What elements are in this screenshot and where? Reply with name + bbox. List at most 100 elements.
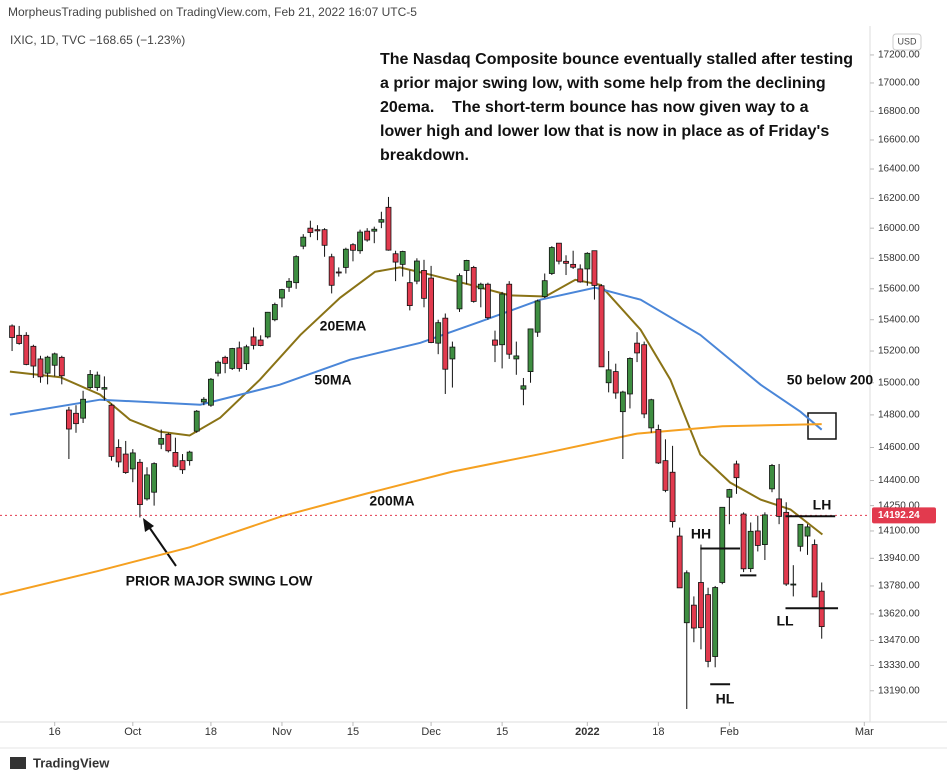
candle-body	[591, 250, 598, 286]
candle-body	[662, 460, 669, 491]
candle-body	[137, 461, 143, 506]
candle-body	[577, 268, 584, 283]
candle-body	[754, 530, 761, 546]
candle-body	[321, 229, 328, 246]
x-tick-label: Dec	[421, 726, 441, 738]
candle-body	[87, 374, 94, 388]
candle-body	[94, 374, 101, 388]
price-tag-label: 14192.24	[878, 510, 920, 521]
candle-body	[371, 228, 378, 232]
candle-body	[747, 530, 754, 570]
y-tick-label: 13470.00	[878, 635, 920, 646]
candle-body	[215, 361, 221, 374]
candle-body	[435, 322, 442, 344]
candle-body	[222, 356, 229, 364]
candle-body	[16, 334, 23, 344]
candle-body	[73, 412, 79, 425]
candle-body	[811, 544, 818, 598]
candle-body	[740, 513, 747, 570]
y-tick-label: 14600.00	[878, 442, 920, 453]
x-tick-label: Nov	[272, 726, 292, 738]
candle-body	[463, 260, 470, 271]
candle-body	[648, 399, 655, 429]
commentary-line: The Nasdaq Composite bounce eventually s…	[380, 51, 853, 68]
candle-body	[627, 358, 633, 395]
candle-body	[520, 385, 527, 390]
y-tick-label: 13190.00	[878, 685, 920, 696]
ma-label: 200MA	[369, 493, 414, 509]
candle-body	[563, 260, 569, 264]
candle-body	[761, 514, 768, 545]
commentary-line: breakdown.	[380, 147, 469, 164]
candle-body	[328, 256, 335, 286]
candle-body	[30, 345, 37, 367]
candle-body	[477, 283, 484, 290]
candle-body	[37, 358, 44, 378]
header: MorpheusTrading published on TradingView…	[8, 5, 417, 19]
candle-body	[442, 317, 449, 370]
y-tick-label: 16200.00	[878, 193, 920, 204]
x-tick-label: Feb	[720, 726, 739, 738]
candle-body	[506, 283, 513, 355]
candle-body	[364, 230, 371, 241]
candle-body	[570, 263, 577, 268]
annotation: LH	[813, 497, 832, 513]
ma-line	[9, 266, 824, 536]
candle-body	[378, 219, 385, 223]
x-tick-label: 15	[496, 726, 508, 738]
candle-body	[619, 391, 626, 413]
candle-body	[548, 247, 555, 274]
candle-body	[683, 572, 690, 624]
y-tick-label: 14800.00	[878, 410, 920, 421]
currency: USD	[897, 36, 917, 46]
candle-body	[264, 311, 271, 338]
x-tick-label: 18	[652, 726, 664, 738]
candle-body	[428, 277, 434, 343]
candle-body	[421, 270, 427, 299]
y-tick-label: 14250.00	[878, 500, 920, 511]
candle-body	[634, 342, 640, 354]
candle-body	[58, 356, 65, 377]
candle-body	[179, 460, 186, 471]
candle-body	[470, 267, 477, 302]
footer: TradingView	[33, 755, 110, 770]
candle-body	[293, 256, 300, 284]
currency-box	[892, 33, 922, 51]
candle-body	[399, 251, 406, 265]
commentary-line: 20ema. The short-term bounce has now giv…	[380, 99, 809, 116]
y-tick-label: 13940.00	[878, 553, 920, 564]
y-tick-label: 17000.00	[878, 78, 920, 89]
candle-body	[456, 275, 463, 310]
candle-body	[705, 594, 711, 662]
legend: IXIC, 1D, TVC −168.65 (−1.23%)	[10, 33, 185, 47]
candle-body	[122, 453, 129, 473]
candle-body	[229, 348, 236, 369]
candle-body	[676, 535, 683, 589]
candle-body	[804, 526, 811, 537]
candle-body	[357, 231, 363, 252]
candle-body	[499, 293, 506, 346]
candle-body	[9, 325, 15, 338]
candle-body	[23, 334, 30, 365]
y-tick-label: 15600.00	[878, 283, 920, 294]
candle-body	[300, 236, 307, 247]
annotation: HH	[691, 526, 711, 542]
candle-body	[541, 280, 548, 297]
x-tick-label: 16	[49, 726, 61, 738]
candle-body	[690, 604, 697, 629]
candle-body	[556, 242, 562, 262]
candle-body	[193, 410, 200, 432]
price-tag	[872, 507, 936, 524]
candle-body	[335, 271, 342, 274]
candle-body	[236, 347, 243, 369]
candle-body	[314, 229, 321, 232]
y-tick-label: 17200.00	[878, 50, 920, 61]
candle-body	[44, 356, 51, 374]
candle-body	[392, 253, 399, 263]
candle-body	[449, 346, 456, 360]
candle-body	[712, 587, 719, 657]
candle-body	[641, 344, 648, 415]
x-tick-label: 18	[205, 726, 217, 738]
